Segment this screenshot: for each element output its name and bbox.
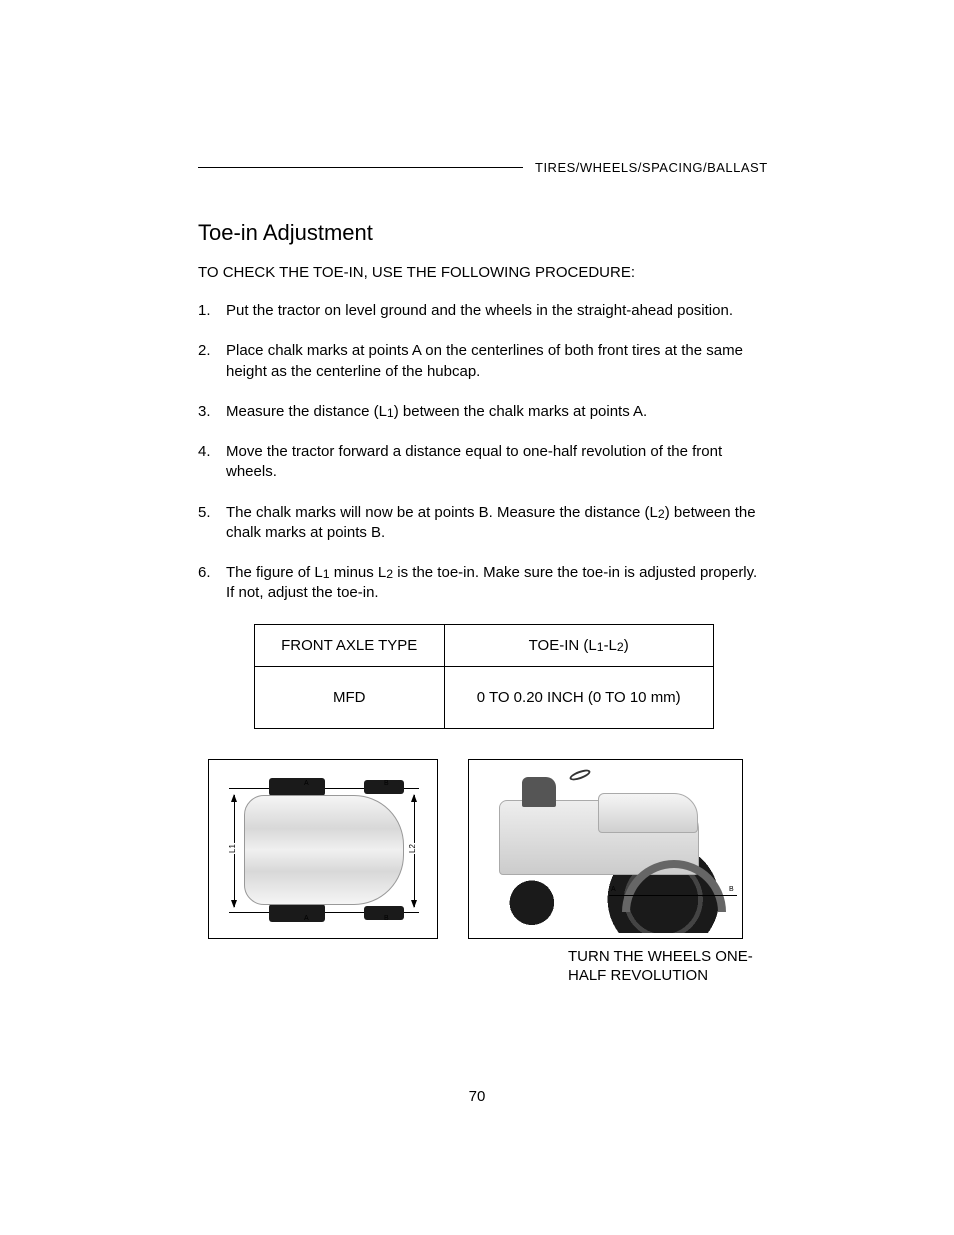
arrowhead-icon (231, 900, 237, 908)
tractor-side-icon (474, 765, 737, 933)
step-text: Place chalk marks at points A on the cen… (226, 341, 769, 382)
header-rule (198, 167, 523, 168)
table-header-row: FRONT AXLE TYPE TOE-IN (L1-L2) (254, 624, 713, 666)
dimension-label: L2 (408, 843, 417, 854)
step-text: Measure the distance (L1) between the ch… (226, 402, 769, 422)
figure-side-view: A B (468, 759, 743, 939)
point-label: B (729, 886, 734, 893)
tire-icon (269, 778, 325, 796)
point-label: B (384, 915, 389, 922)
tire-icon (269, 904, 325, 922)
step-number: 2. (198, 341, 226, 382)
step-number: 3. (198, 402, 226, 422)
section-header: TIRES/WHEELS/SPACING/BALLAST (535, 160, 768, 175)
arrowhead-icon (411, 900, 417, 908)
step-text: The figure of L1 minus L2 is the toe-in.… (226, 563, 769, 604)
point-label: A (304, 915, 309, 922)
steering-wheel-icon (568, 767, 591, 782)
step-item: 6. The figure of L1 minus L2 is the toe-… (198, 563, 769, 604)
table-header: FRONT AXLE TYPE (254, 624, 444, 666)
tractor-seat-icon (522, 777, 556, 807)
arrowhead-icon (411, 794, 417, 802)
tractor-hood-icon (598, 793, 698, 833)
table-cell: 0 TO 0.20 INCH (0 TO 10 mm) (444, 666, 713, 728)
dimension-label: L1 (228, 843, 237, 854)
step-number: 4. (198, 442, 226, 483)
dimension-line (609, 895, 737, 896)
table-row: MFD 0 TO 0.20 INCH (0 TO 10 mm) (254, 666, 713, 728)
step-text: Put the tractor on level ground and the … (226, 301, 769, 321)
arrowhead-icon (231, 794, 237, 802)
header-row: TIRES/WHEELS/SPACING/BALLAST (198, 160, 769, 175)
point-label: A (304, 780, 309, 787)
step-text: The chalk marks will now be at points B.… (226, 503, 769, 544)
intro-text: TO CHECK THE TOE-IN, USE THE FOLLOWING P… (198, 264, 769, 281)
figures-row: L1 L2 A B A B A B (208, 759, 769, 986)
figure-caption: TURN THE WHEELS ONE-HALF REVOLUTION (568, 947, 769, 986)
procedure-list: 1. Put the tractor on level ground and t… (198, 301, 769, 604)
step-item: 1. Put the tractor on level ground and t… (198, 301, 769, 321)
point-label: B (384, 780, 389, 787)
step-number: 5. (198, 503, 226, 544)
step-text: Move the tractor forward a distance equa… (226, 442, 769, 483)
figure-1-container: L1 L2 A B A B (208, 759, 438, 986)
step-number: 6. (198, 563, 226, 604)
tractor-body-icon (244, 795, 404, 905)
step-item: 3. Measure the distance (L1) between the… (198, 402, 769, 422)
page-content: TIRES/WHEELS/SPACING/BALLAST Toe-in Adju… (0, 0, 954, 986)
step-item: 4. Move the tractor forward a distance e… (198, 442, 769, 483)
step-number: 1. (198, 301, 226, 321)
table-cell: MFD (254, 666, 444, 728)
point-label: A (611, 886, 616, 893)
page-title: Toe-in Adjustment (198, 220, 769, 246)
figure-2-container: A B TURN THE WHEELS ONE-HALF REVOLUTION (468, 759, 769, 986)
step-item: 2. Place chalk marks at points A on the … (198, 341, 769, 382)
step-item: 5. The chalk marks will now be at points… (198, 503, 769, 544)
table-header: TOE-IN (L1-L2) (444, 624, 713, 666)
toe-in-spec-table: FRONT AXLE TYPE TOE-IN (L1-L2) MFD 0 TO … (254, 624, 714, 729)
figure-top-view: L1 L2 A B A B (208, 759, 438, 939)
page-number: 70 (0, 1088, 954, 1105)
